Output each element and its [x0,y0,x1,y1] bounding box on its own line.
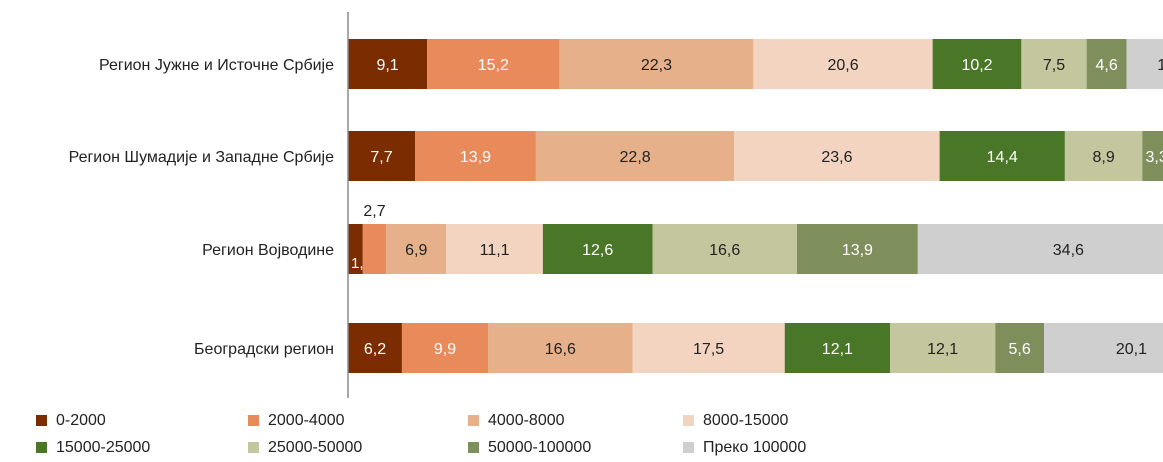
bar-segment [362,224,387,274]
data-label: 7,7 [370,149,392,166]
category-label: Регион Јужне и Источне Србије [99,57,334,74]
legend-item: 50000-100000 [468,439,591,456]
bar-segment [427,39,560,89]
bar-segment [1044,323,1163,373]
bar-segment [1021,39,1087,89]
bar-segment [535,131,735,181]
data-label: 5,6 [1009,341,1031,358]
legend-swatch [248,442,259,453]
data-label: 9,9 [434,341,456,358]
bar-segment [939,131,1065,181]
bar-segment [917,224,1163,274]
category-axis-labels: Регион Јужне и Источне Србије Регион Шума… [69,57,335,358]
bar-segment [414,131,536,181]
category-label: Регион Шумадије и Западне Србије [69,149,335,166]
data-label: 14,4 [987,149,1018,166]
data-label: 12,6 [582,242,613,259]
data-label: 8,9 [1092,149,1114,166]
legend-item: 2000-4000 [248,412,345,429]
legend-swatch [36,442,47,453]
bar-segment [652,224,797,274]
legend: 0-2000 2000-4000 4000-8000 8000-15000 15000-… [36,412,806,456]
data-label: 10,2 [961,57,992,74]
bar-segment [1064,131,1143,181]
legend-swatch [36,415,47,426]
bar-segment [932,39,1022,89]
legend-swatch [468,442,479,453]
legend-label: 50000-100000 [488,439,591,456]
data-label: 13,9 [460,149,491,166]
legend-label: 2000-4000 [268,412,345,429]
data-label: 9,1 [376,57,398,74]
bar-segment [559,39,754,89]
data-label: 22,8 [620,149,651,166]
legend-swatch [468,415,479,426]
data-label: 34,6 [1053,242,1084,259]
bar-segment [632,323,785,373]
legend-swatch [248,415,259,426]
bar-segment [796,224,918,274]
legend-label: 15000-25000 [56,439,150,456]
legend-label: 0-2000 [56,412,106,429]
legend-label: 8000-15000 [703,412,789,429]
bar-segment [446,224,543,274]
legend-item: 25000-50000 [248,439,362,456]
legend-item: 15000-25000 [36,439,150,456]
legend-label: 4000-8000 [488,412,565,429]
data-label: 10,6 [1157,57,1163,74]
bar-segment [348,131,415,181]
legend-item: Преко 100000 [683,439,806,456]
legend-label: 25000-50000 [268,439,362,456]
bar-segment [386,224,447,274]
data-label: 12,1 [822,341,853,358]
bar-segment [1142,131,1163,181]
bar-segment [890,323,996,373]
data-label: 16,6 [545,341,576,358]
legend-item: 4000-8000 [468,412,565,429]
bar-segment [1126,39,1163,89]
data-label: 15,2 [478,57,509,74]
bar-segment [1086,39,1127,89]
legend-item: 0-2000 [36,412,106,429]
category-label: Регион Војводине [202,242,334,259]
data-label: 2,7 [363,203,385,220]
bar-segment [348,224,363,274]
bar-segment [995,323,1044,373]
legend-swatch [683,415,694,426]
bar-segment [348,39,428,89]
data-label: 6,9 [405,242,427,259]
data-label: 20,1 [1116,341,1147,358]
legend-item: 8000-15000 [683,412,789,429]
bar-segment [784,323,891,373]
bar-segment [734,131,940,181]
legend-swatch [683,442,694,453]
bar-segment [488,323,633,373]
data-label: 4,6 [1096,57,1118,74]
data-label: 20,6 [827,57,858,74]
data-label: 23,6 [821,149,852,166]
data-label: 22,3 [641,57,672,74]
bar-segment [753,39,933,89]
data-label: 11,1 [480,242,510,259]
bar-area: 9,1 15,2 22,3 20,6 10,2 7,5 4,6 10,6 7,7 13,9 22,8… [348,39,1163,373]
data-label: 7,5 [1043,57,1065,74]
bar-segment [401,323,489,373]
bar-segment [542,224,653,274]
bar-segment [348,323,402,373]
data-label: 12,1 [927,341,958,358]
data-label: 16,6 [709,242,740,259]
legend-label: Преко 100000 [703,439,806,456]
category-label: Београдски регион [194,341,334,358]
data-label: 13,9 [842,242,873,259]
data-label: 6,2 [364,341,386,358]
data-label: 3,3 [1146,149,1163,166]
data-label: 17,5 [693,341,724,358]
